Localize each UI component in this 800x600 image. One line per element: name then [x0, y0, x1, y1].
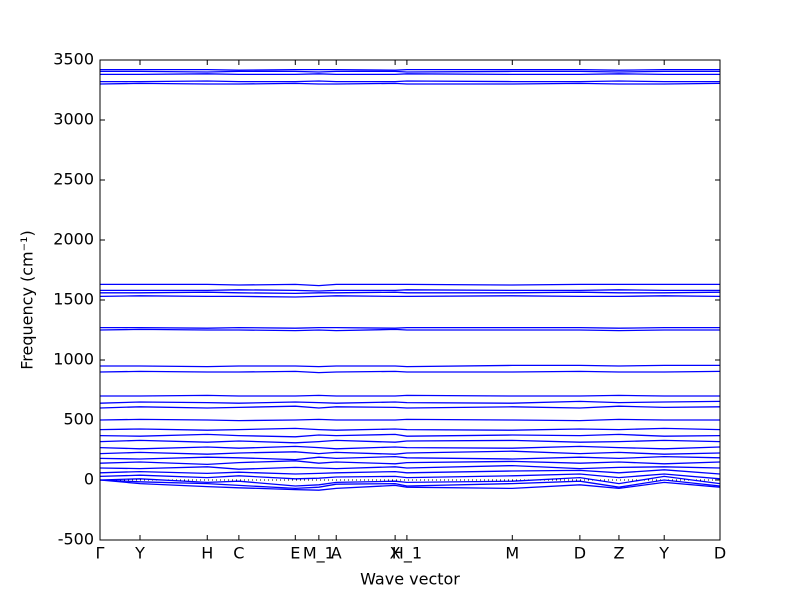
band-line: [99, 450, 721, 455]
x-tick-label: Γ: [96, 544, 105, 563]
x-tick-label: Y: [658, 544, 669, 563]
band-line: [100, 291, 721, 295]
x-tick-label: Y: [134, 544, 145, 563]
x-tick-label: C: [233, 544, 244, 563]
x-tick-label: Z: [613, 544, 624, 563]
band-line: [99, 427, 721, 431]
y-tick-label: 2500: [53, 170, 94, 189]
x-axis-label: Wave vector: [360, 570, 460, 589]
band-line: [100, 73, 720, 76]
band-line: [99, 475, 721, 487]
band-line: [100, 394, 720, 397]
x-tick-label: H: [201, 544, 213, 563]
band-line: [99, 295, 721, 298]
y-tick-label: 1000: [53, 350, 94, 369]
x-tick-label: D: [714, 544, 726, 563]
y-tick-label: -500: [58, 530, 94, 549]
band-line: [99, 433, 721, 438]
x-tick-label: D: [574, 544, 586, 563]
band-line: [99, 418, 720, 422]
plot-frame: [99, 59, 721, 541]
y-tick-label: 0: [84, 470, 94, 489]
y-tick-label: 500: [63, 410, 94, 429]
band-line: [100, 80, 720, 83]
band-line: [100, 283, 720, 287]
x-tick-label: E: [290, 544, 300, 563]
band-line: [99, 328, 720, 332]
band-line: [99, 445, 721, 450]
band-line: [99, 405, 721, 409]
x-tick-label: X: [390, 544, 401, 563]
y-tick-label: 2000: [53, 230, 94, 249]
band-line: [99, 400, 721, 404]
x-tick-label: M_1: [303, 544, 335, 564]
band-line: [100, 70, 720, 73]
band-line: [100, 289, 720, 292]
band-line: [100, 326, 720, 329]
band-line: [100, 68, 720, 71]
y-axis-label: Frequency (cm⁻¹): [18, 230, 37, 369]
band-line: [99, 460, 721, 466]
y-tick-label: 1500: [53, 290, 94, 309]
x-tick-label: H_1: [392, 544, 422, 564]
band-line: [99, 469, 721, 475]
y-tick-label: 3000: [53, 110, 94, 129]
band-line: [99, 464, 721, 470]
band-line: [100, 364, 720, 368]
band-line: [99, 479, 721, 490]
band-line: [99, 82, 721, 85]
x-tick-label: M: [505, 544, 519, 563]
x-tick-label: A: [331, 544, 342, 563]
band-line: [99, 473, 721, 480]
y-tick-label: 3500: [53, 50, 94, 69]
band-line: [99, 455, 721, 461]
band-line: [99, 479, 721, 491]
band-line: [99, 370, 721, 374]
band-line: [99, 439, 721, 444]
